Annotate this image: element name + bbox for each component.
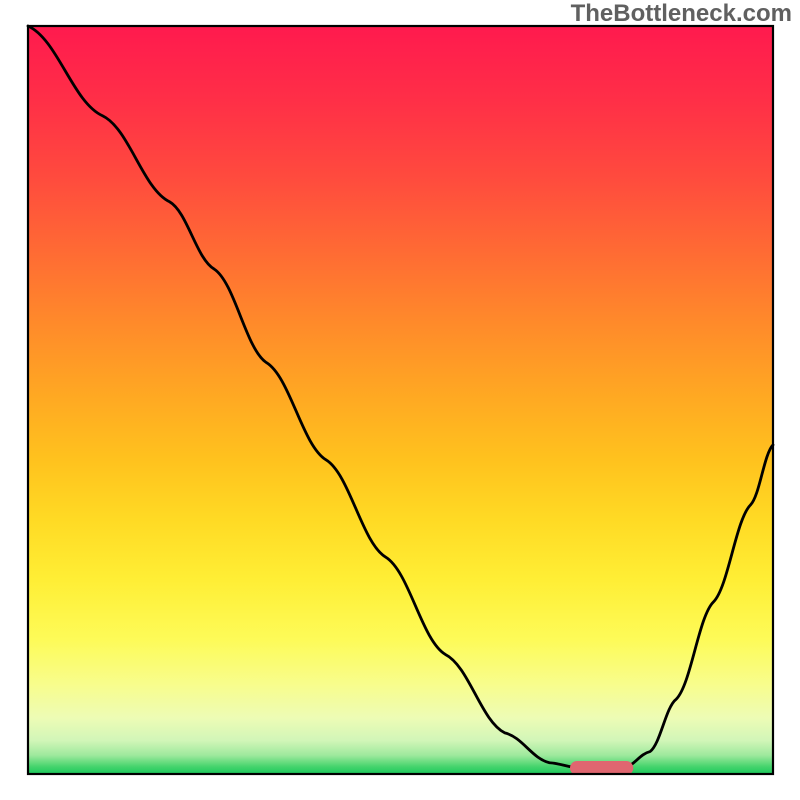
chart-container: TheBottleneck.com bbox=[0, 0, 800, 800]
gradient-background bbox=[28, 26, 773, 774]
watermark-text: TheBottleneck.com bbox=[571, 0, 792, 28]
chart-svg bbox=[0, 0, 800, 800]
